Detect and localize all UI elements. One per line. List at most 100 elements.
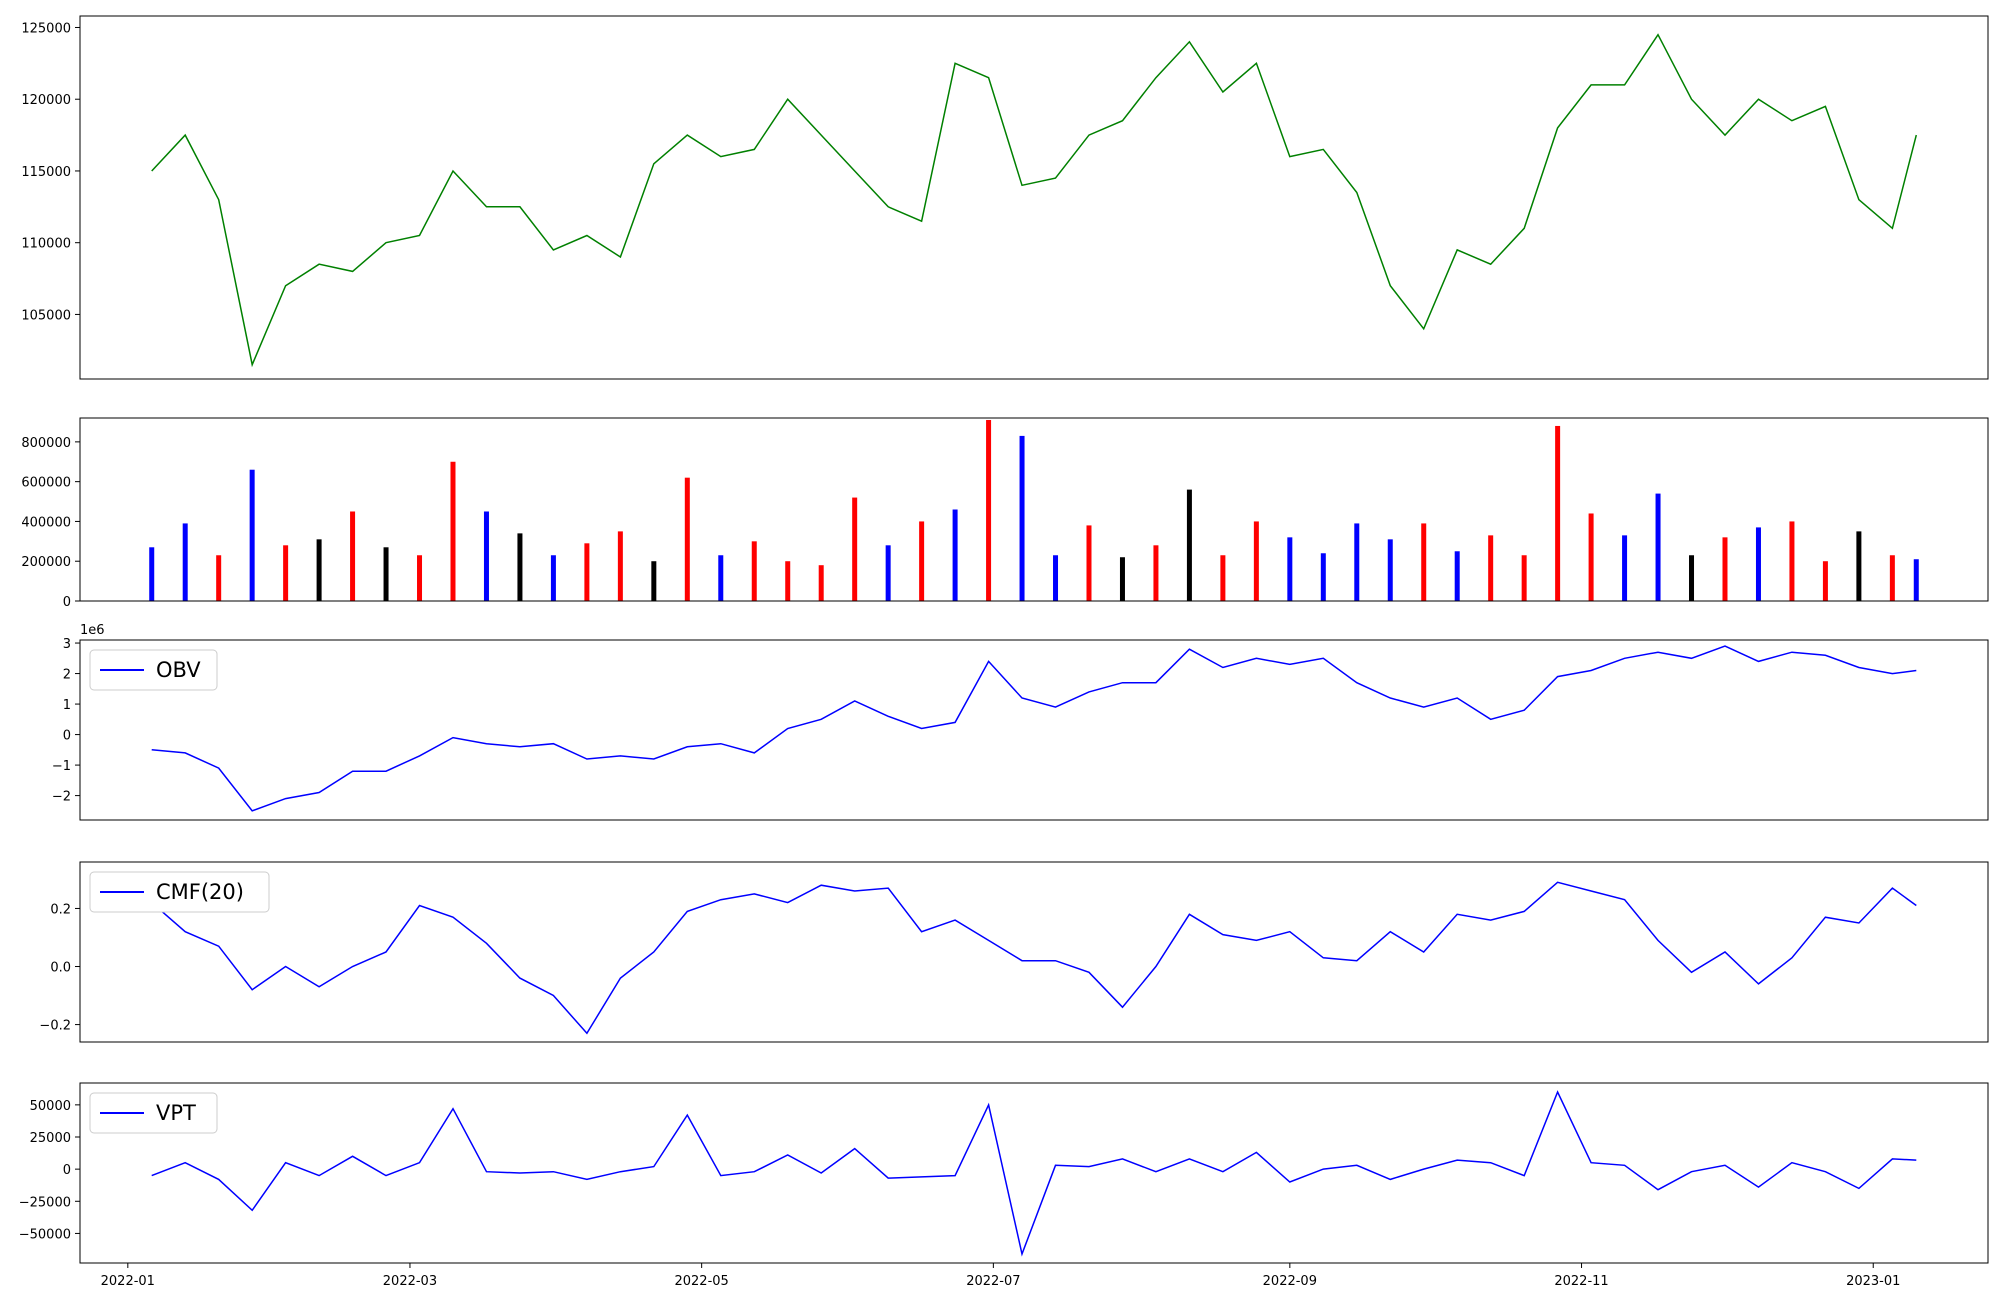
y-tick-label: 3 bbox=[63, 637, 71, 652]
volume-bar bbox=[584, 543, 590, 601]
volume-bar bbox=[1588, 513, 1594, 601]
x-tick-label: 2022-03 bbox=[383, 1274, 437, 1289]
vpt-legend: VPT bbox=[89, 1092, 218, 1134]
volume-bar bbox=[1622, 535, 1628, 601]
volume-bars bbox=[149, 419, 1919, 601]
y-tick-label: −25000 bbox=[19, 1195, 71, 1210]
volume-bar bbox=[986, 419, 992, 601]
volume-bar bbox=[919, 521, 925, 601]
vpt-legend-label: VPT bbox=[156, 1101, 196, 1125]
y-tick-label: 600000 bbox=[21, 476, 71, 491]
volume-bar bbox=[1722, 537, 1728, 601]
volume-bar bbox=[1555, 425, 1561, 601]
volume-bar bbox=[350, 511, 356, 601]
volume-bar bbox=[651, 561, 657, 601]
y-tick-label: 2 bbox=[63, 668, 71, 683]
volume-bar bbox=[1655, 493, 1661, 601]
cmf-legend-box bbox=[89, 871, 270, 913]
volume-bar bbox=[1253, 521, 1259, 601]
volume-bar bbox=[517, 533, 523, 601]
x-tick-label: 2022-05 bbox=[674, 1274, 728, 1289]
y-tick-label: 800000 bbox=[21, 436, 71, 451]
y-tick-label: −0.2 bbox=[39, 1019, 71, 1034]
vpt-y-axis: −50000 −25000 0 25000 50000 bbox=[19, 1099, 80, 1242]
volume-bar bbox=[1086, 525, 1092, 601]
price-axes-frame bbox=[79, 15, 1989, 380]
y-tick-label: 125000 bbox=[21, 21, 71, 36]
y-tick-label: 110000 bbox=[21, 237, 71, 252]
cmf-legend: CMF(20) bbox=[89, 871, 270, 913]
obv-panel: −2 −1 0 1 2 3 1e6 OBV bbox=[52, 623, 1989, 821]
volume-bar bbox=[149, 547, 155, 601]
y-tick-label: 115000 bbox=[21, 165, 71, 180]
volume-bar bbox=[182, 523, 188, 601]
volume-bar bbox=[1019, 435, 1025, 601]
volume-bar bbox=[1186, 489, 1192, 601]
volume-bar bbox=[852, 497, 858, 601]
volume-bar bbox=[617, 531, 623, 601]
cmf-legend-label: CMF(20) bbox=[156, 880, 244, 904]
volume-bar bbox=[1822, 561, 1828, 601]
y-tick-label: 0 bbox=[63, 729, 71, 744]
volume-bar bbox=[1856, 531, 1862, 601]
volume-bar bbox=[718, 555, 724, 601]
volume-bar bbox=[1889, 555, 1895, 601]
y-tick-label: 1 bbox=[63, 698, 71, 713]
volume-panel: 0 200000 400000 600000 800000 bbox=[21, 417, 1989, 610]
vpt-x-axis: 2022-01 2022-03 2022-05 2022-07 2022-09 2022-… bbox=[101, 1263, 1900, 1289]
obv-legend: OBV bbox=[89, 649, 218, 691]
y-tick-label: 0.2 bbox=[50, 902, 71, 917]
x-tick-label: 2022-07 bbox=[966, 1274, 1020, 1289]
volume-bar bbox=[885, 545, 891, 601]
obv-line bbox=[151, 645, 1917, 812]
volume-bar bbox=[1320, 553, 1326, 601]
cmf-line bbox=[151, 881, 1917, 1035]
volume-bar bbox=[316, 539, 322, 601]
volume-bar bbox=[1053, 555, 1059, 601]
volume-bar bbox=[1153, 545, 1159, 601]
obv-legend-label: OBV bbox=[156, 658, 201, 682]
volume-bar bbox=[1521, 555, 1527, 601]
x-tick-label: 2023-01 bbox=[1846, 1274, 1900, 1289]
volume-bar bbox=[1119, 557, 1125, 601]
volume-bar bbox=[383, 547, 389, 601]
volume-bar bbox=[952, 509, 958, 601]
y-tick-label: 105000 bbox=[21, 308, 71, 323]
volume-bar bbox=[1689, 555, 1695, 601]
volume-bar bbox=[450, 461, 456, 601]
volume-bar bbox=[483, 511, 489, 601]
cmf-panel: −0.2 0.0 0.2 CMF(20) bbox=[39, 861, 1989, 1043]
y-tick-label: 200000 bbox=[21, 555, 71, 570]
volume-axes-frame bbox=[79, 417, 1989, 602]
y-tick-label: 0 bbox=[63, 595, 71, 610]
volume-bar bbox=[417, 555, 423, 601]
volume-bar bbox=[1421, 523, 1427, 601]
volume-bar bbox=[818, 565, 824, 601]
volume-bar bbox=[1287, 537, 1293, 601]
y-tick-label: 400000 bbox=[21, 515, 71, 530]
volume-bar bbox=[1755, 527, 1761, 601]
y-tick-label: −1 bbox=[52, 759, 71, 774]
volume-bar bbox=[1488, 535, 1494, 601]
volume-bar bbox=[785, 561, 791, 601]
vpt-axes-frame bbox=[79, 1082, 1989, 1264]
volume-bar bbox=[1789, 521, 1795, 601]
volume-bar bbox=[249, 469, 255, 601]
cmf-axes-frame bbox=[79, 861, 1989, 1043]
volume-y-axis: 0 200000 400000 600000 800000 bbox=[21, 436, 80, 610]
y-tick-label: 50000 bbox=[30, 1099, 71, 1114]
y-tick-label: −2 bbox=[52, 790, 71, 805]
volume-bar bbox=[1454, 551, 1460, 601]
y-tick-label: −50000 bbox=[19, 1227, 71, 1242]
cmf-y-axis: −0.2 0.0 0.2 bbox=[39, 902, 80, 1034]
vpt-legend-box bbox=[89, 1092, 218, 1134]
obv-y-axis: −2 −1 0 1 2 3 bbox=[52, 637, 80, 805]
volume-bar bbox=[751, 541, 757, 601]
volume-bar bbox=[1913, 559, 1919, 601]
volume-bar bbox=[684, 477, 690, 601]
price-y-axis: 105000 110000 115000 120000 125000 bbox=[21, 21, 80, 323]
vpt-line bbox=[151, 1090, 1917, 1257]
